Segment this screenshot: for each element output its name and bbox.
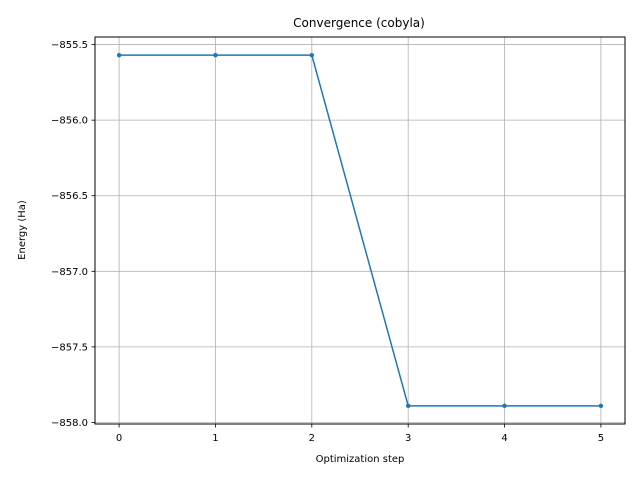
y-axis: −855.5 −856.0 −856.5 −857.0 −857.5 −858.0 [51,40,95,429]
y-tick-label: −857.0 [51,267,88,278]
y-tick-label: −856.0 [51,116,88,127]
y-axis-label: Energy (Ha) [17,200,28,260]
y-tick-label: −856.5 [51,191,88,202]
x-tick-label: 4 [501,433,507,444]
x-tick-label: 5 [598,433,604,444]
x-tick-label: 1 [212,433,218,444]
data-point [309,52,315,58]
grid [95,37,625,424]
data-point [213,52,218,58]
chart-title: Convergence (cobyla) [293,16,425,30]
x-tick-label: 2 [309,433,315,444]
data-point [405,403,411,409]
data-point [598,403,604,409]
x-axis: 0 1 2 3 4 5 [116,424,604,444]
data-point [116,52,122,58]
y-tick-label: −855.5 [51,40,88,51]
series-line [119,54,601,407]
y-tick-label: −857.5 [51,342,88,353]
x-tick-label: 0 [116,433,122,444]
y-tick-label: −858.0 [51,418,88,429]
plot-frame [94,36,626,425]
data-point [502,403,507,409]
series-layer [116,52,604,409]
x-axis-label: Optimization step [316,454,405,465]
x-tick-label: 3 [405,433,411,444]
